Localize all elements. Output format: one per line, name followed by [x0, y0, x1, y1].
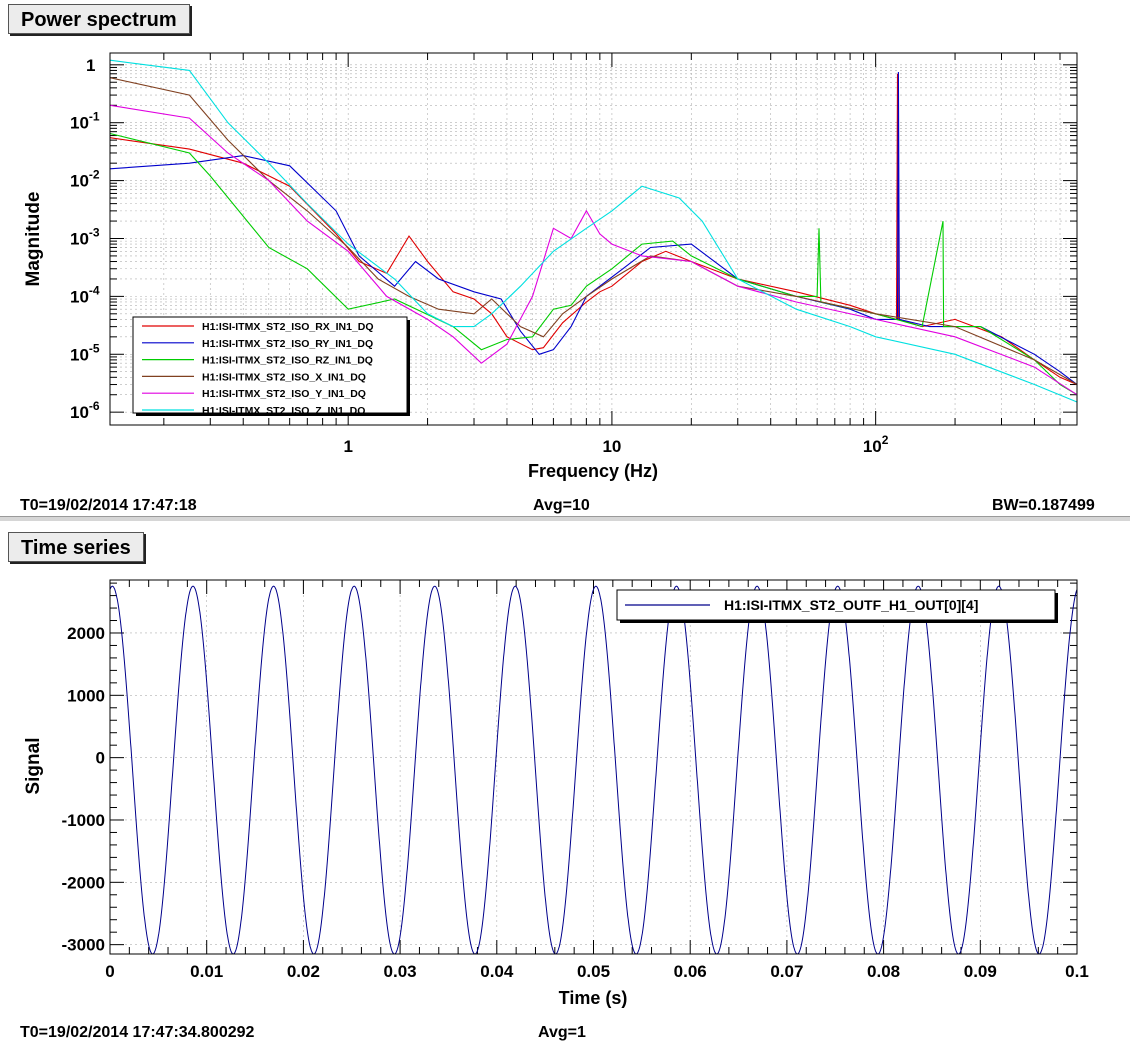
timeseries-x-tick-label: 0.1 — [1065, 962, 1089, 981]
timeseries-y-tick-label: 1000 — [67, 686, 105, 705]
timeseries-status-t0: T0=19/02/2014 17:47:34.800292 — [20, 1024, 255, 1041]
timeseries-x-tick-label: 0.02 — [287, 962, 320, 981]
timeseries-y-tick-label: -3000 — [62, 936, 105, 955]
timeseries-x-tick-label: 0.06 — [674, 962, 707, 981]
spectrum-y-tick-label-exp: -3 — [89, 225, 100, 239]
spectrum-y-tick-label-exp: -1 — [89, 110, 100, 124]
timeseries-y-axis-label: Signal — [23, 737, 44, 794]
spectrum-y-tick-label: 10-2 — [70, 168, 100, 191]
spectrum-status-bw: BW=0.187499 — [992, 497, 1095, 514]
power-spectrum-chart[interactable]: 1 10 102 1 10-1 10-2 10-3 10-4 10-5 10-6 Frequency… — [0, 0, 1130, 520]
timeseries-x-tick-label: 0.08 — [867, 962, 900, 981]
spectrum-legend: H1:ISI-ITMX_ST2_ISO_RX_IN1_DQ H1:ISI-ITMX… — [132, 316, 410, 417]
timeseries-legend-label: H1:ISI-ITMX_ST2_OUTF_H1_OUT[0][4] — [724, 597, 978, 613]
spectrum-x-tick-label: 1 — [343, 437, 352, 456]
time-series-tab-label: Time series — [21, 537, 131, 559]
spectrum-legend-label-4: H1:ISI-ITMX_ST2_ISO_Y_IN1_DQ — [202, 388, 366, 400]
spectrum-legend-box — [132, 316, 408, 414]
timeseries-y-tick-label: -2000 — [62, 873, 105, 892]
timeseries-x-tick-label: 0.03 — [384, 962, 417, 981]
timeseries-x-tick-label: 0 — [105, 962, 114, 981]
spectrum-y-tick-label: 1 — [86, 56, 95, 75]
spectrum-series-line-4 — [109, 104, 1078, 396]
spectrum-legend-label-2: H1:ISI-ITMX_ST2_ISO_RZ_IN1_DQ — [202, 355, 373, 367]
spectrum-y-tick-label: 10-6 — [70, 399, 100, 422]
spectrum-status-t0: T0=19/02/2014 17:47:18 — [20, 497, 197, 514]
timeseries-x-tick-label: 0.01 — [190, 962, 223, 981]
spectrum-legend-label-0: H1:ISI-ITMX_ST2_ISO_RX_IN1_DQ — [202, 321, 374, 333]
timeseries-x-axis-label: Time (s) — [559, 988, 628, 1008]
time-series-tab[interactable]: Time series — [8, 532, 144, 562]
timeseries-x-tick-label: 0.04 — [480, 962, 514, 981]
timeseries-y-tick-label: 2000 — [67, 624, 105, 643]
spectrum-series-line-3 — [109, 77, 1078, 385]
spectrum-y-tick-label: 10-3 — [70, 225, 100, 248]
power-spectrum-tab[interactable]: Power spectrum — [8, 4, 190, 34]
time-series-panel: Time series 0 0.01 0.02 0.03 0.04 0.05 0.06 0.0… — [0, 520, 1130, 1044]
spectrum-y-tick-label-exp: -5 — [89, 341, 100, 355]
spectrum-y-tick-label-exp: -4 — [89, 283, 100, 297]
spectrum-x-tick-label: 10 — [602, 437, 621, 456]
spectrum-x-axis-label: Frequency (Hz) — [528, 461, 658, 481]
spectrum-y-tick-label-exp: -2 — [89, 168, 100, 182]
power-spectrum-panel: Power spectrum 1 10 102 1 10-1 10-2 10-3 10-4 10… — [0, 0, 1130, 520]
spectrum-x-tick-label: 102 — [863, 433, 889, 456]
timeseries-x-tick-label: 0.07 — [770, 962, 803, 981]
spectrum-legend-label-5: H1:ISI-ITMX_ST2_ISO_Z_IN1_DQ — [202, 405, 365, 417]
spectrum-y-tick-label: 10-4 — [70, 283, 100, 306]
timeseries-frame — [109, 579, 1078, 955]
spectrum-y-tick-label-exp: -6 — [89, 399, 100, 413]
spectrum-y-tick-label: 10-1 — [70, 110, 100, 133]
timeseries-status-avg: Avg=1 — [538, 1024, 586, 1041]
spectrum-status-avg: Avg=10 — [533, 497, 590, 514]
spectrum-y-tick-label: 10-5 — [70, 341, 100, 364]
spectrum-series-line-5 — [109, 59, 1078, 403]
spectrum-ticks — [110, 53, 1077, 425]
spectrum-series-line-2 — [109, 132, 1078, 396]
time-series-chart[interactable]: 0 0.01 0.02 0.03 0.04 0.05 0.06 0.07 0.08 0.09 0.1… — [0, 520, 1130, 1044]
timeseries-y-tick-label: 0 — [96, 749, 105, 768]
spectrum-x-tick-label-exp: 2 — [882, 433, 889, 447]
timeseries-x-tick-label: 0.05 — [577, 962, 610, 981]
spectrum-frame — [109, 52, 1078, 426]
timeseries-series-line — [109, 585, 1078, 955]
spectrum-legend-label-1: H1:ISI-ITMX_ST2_ISO_RY_IN1_DQ — [202, 338, 373, 350]
timeseries-legend: H1:ISI-ITMX_ST2_OUTF_H1_OUT[0][4] — [616, 589, 1058, 623]
timeseries-y-tick-label: -1000 — [62, 811, 105, 830]
spectrum-legend-label-3: H1:ISI-ITMX_ST2_ISO_X_IN1_DQ — [202, 371, 366, 383]
timeseries-x-tick-label: 0.09 — [964, 962, 997, 981]
power-spectrum-tab-label: Power spectrum — [21, 9, 177, 31]
spectrum-y-axis-label: Magnitude — [23, 192, 44, 287]
panel-divider — [0, 516, 1130, 522]
